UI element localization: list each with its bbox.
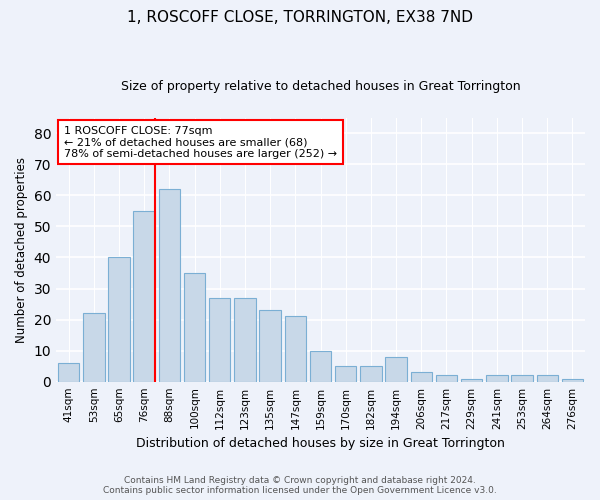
Y-axis label: Number of detached properties: Number of detached properties	[15, 156, 28, 342]
Text: 1, ROSCOFF CLOSE, TORRINGTON, EX38 7ND: 1, ROSCOFF CLOSE, TORRINGTON, EX38 7ND	[127, 10, 473, 25]
Bar	[259, 310, 281, 382]
Bar	[486, 376, 508, 382]
Bar	[234, 298, 256, 382]
Bar	[284, 316, 306, 382]
Bar	[83, 314, 104, 382]
Bar	[209, 298, 230, 382]
Bar	[133, 211, 155, 382]
Text: Contains HM Land Registry data © Crown copyright and database right 2024.
Contai: Contains HM Land Registry data © Crown c…	[103, 476, 497, 495]
X-axis label: Distribution of detached houses by size in Great Torrington: Distribution of detached houses by size …	[136, 437, 505, 450]
Bar	[158, 189, 180, 382]
Bar	[184, 273, 205, 382]
Bar	[536, 376, 558, 382]
Bar	[310, 350, 331, 382]
Bar	[360, 366, 382, 382]
Bar	[511, 376, 533, 382]
Title: Size of property relative to detached houses in Great Torrington: Size of property relative to detached ho…	[121, 80, 520, 93]
Bar	[385, 357, 407, 382]
Bar	[109, 258, 130, 382]
Bar	[58, 363, 79, 382]
Bar	[461, 378, 482, 382]
Bar	[410, 372, 432, 382]
Text: 1 ROSCOFF CLOSE: 77sqm
← 21% of detached houses are smaller (68)
78% of semi-det: 1 ROSCOFF CLOSE: 77sqm ← 21% of detached…	[64, 126, 337, 159]
Bar	[436, 376, 457, 382]
Bar	[562, 378, 583, 382]
Bar	[335, 366, 356, 382]
